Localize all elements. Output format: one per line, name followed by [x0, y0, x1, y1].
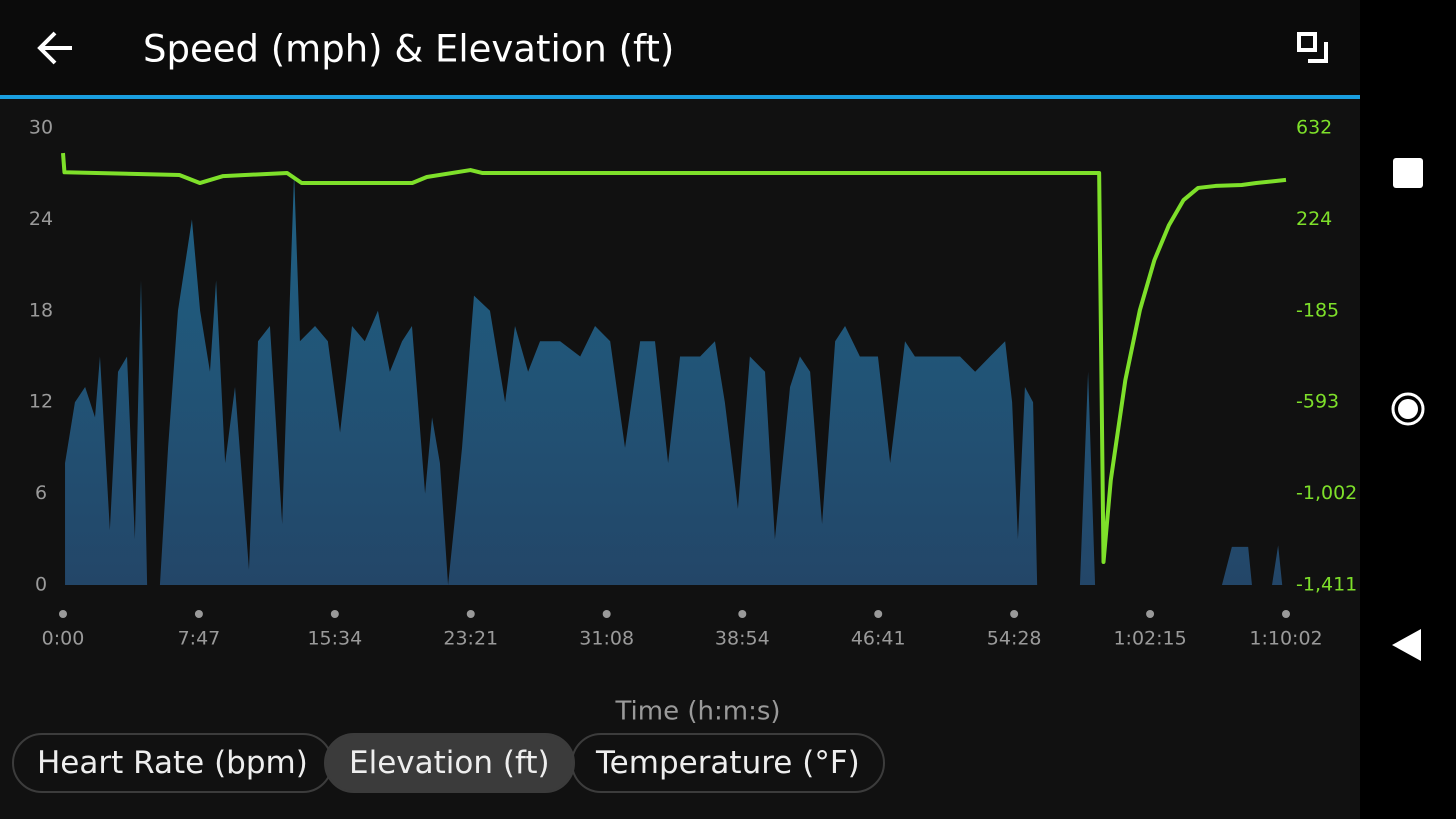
- x-tick-mark: [1010, 610, 1019, 618]
- chart-selector-button[interactable]: Elevation (ft): [324, 733, 575, 793]
- y-tick-label: 6: [35, 482, 47, 504]
- y-tick-label: 12: [29, 391, 53, 413]
- x-tick-label: 31:08: [579, 628, 634, 650]
- x-tick-mark: [59, 610, 67, 618]
- page-title: Speed (mph) & Elevation (ft): [143, 28, 674, 71]
- y2-tick-label: -1,411: [1296, 574, 1357, 596]
- x-tick-mark: [194, 610, 203, 618]
- nav-home[interactable]: [1391, 392, 1425, 426]
- y2-tick-label: -185: [1296, 299, 1339, 321]
- y-tick-label: 30: [29, 117, 53, 139]
- nav-recents[interactable]: [1393, 158, 1423, 188]
- x-axis-title: Time (h:m:s): [614, 697, 780, 727]
- x-tick-label: 54:28: [987, 628, 1042, 650]
- chart-selector-button[interactable]: Heart Rate (bpm): [12, 733, 333, 793]
- y2-tick-label: -593: [1296, 391, 1339, 413]
- x-tick-label: 23:21: [443, 628, 498, 650]
- x-tick-label: 38:54: [715, 628, 770, 650]
- speed-area: [65, 173, 1283, 585]
- x-tick-label: 1:10:02: [1249, 628, 1322, 650]
- y2-tick-label: 632: [1296, 117, 1332, 139]
- x-tick-mark: [1146, 610, 1155, 618]
- x-tick-mark: [330, 610, 339, 618]
- x-tick-label: 7:47: [178, 628, 221, 650]
- x-tick-label: 0:00: [42, 628, 85, 650]
- x-tick-mark: [738, 610, 747, 618]
- y2-tick-label: 224: [1296, 208, 1332, 230]
- nav-back[interactable]: [1392, 629, 1421, 661]
- y-tick-label: 18: [29, 299, 53, 321]
- nav-home-dot: [1398, 399, 1418, 419]
- x-tick-mark: [874, 610, 883, 618]
- top-bar-accent: [0, 95, 1360, 99]
- x-tick-mark: [1282, 610, 1290, 618]
- y-tick-label: 0: [35, 574, 47, 596]
- elevation-line: [61, 152, 1287, 564]
- x-tick-label: 1:02:15: [1113, 628, 1186, 650]
- y2-tick-label: -1,002: [1296, 482, 1357, 504]
- x-tick-mark: [602, 610, 611, 618]
- back-button[interactable]: [37, 31, 72, 65]
- x-tick-label: 15:34: [307, 628, 362, 650]
- x-tick-label: 46:41: [851, 628, 906, 650]
- chart-selector-button[interactable]: Temperature (°F): [571, 733, 885, 793]
- x-tick-mark: [466, 610, 475, 618]
- fullscreen-button[interactable]: [1297, 32, 1328, 63]
- top-bar: [0, 0, 1360, 96]
- y-tick-label: 24: [29, 208, 53, 230]
